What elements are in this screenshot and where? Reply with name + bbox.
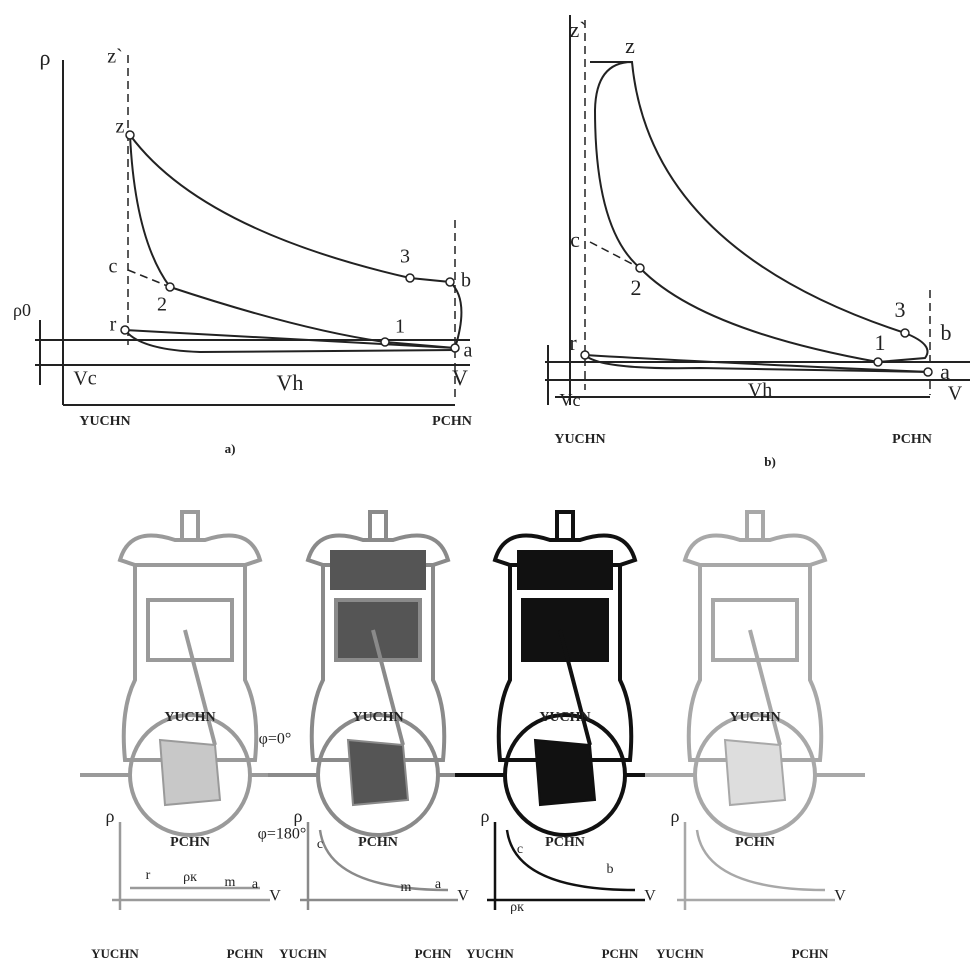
label: 1 bbox=[395, 316, 405, 338]
cylinder bbox=[689, 565, 822, 760]
label: ρ bbox=[106, 806, 115, 826]
label: 3 bbox=[400, 246, 410, 268]
label: 2 bbox=[631, 275, 642, 300]
label: PCHN bbox=[602, 946, 639, 961]
label: PCHN bbox=[892, 432, 932, 447]
crank bbox=[348, 740, 408, 805]
label: YUCHN bbox=[164, 710, 215, 725]
label: z` bbox=[107, 46, 123, 68]
engine bbox=[455, 512, 675, 835]
label: a bbox=[435, 877, 442, 892]
label: ρ0 bbox=[13, 300, 31, 320]
engine bbox=[645, 512, 865, 835]
cylinder bbox=[499, 565, 632, 760]
label: b bbox=[607, 862, 614, 877]
diagram-a bbox=[35, 55, 470, 405]
label: ρк bbox=[510, 900, 524, 915]
label: PCHN bbox=[432, 414, 472, 429]
label: c bbox=[109, 256, 118, 278]
label: YUCHN bbox=[79, 414, 130, 429]
label: YUCHN bbox=[656, 946, 704, 961]
label: Vc bbox=[560, 390, 581, 410]
label: V bbox=[269, 888, 281, 905]
label: PCHN bbox=[358, 835, 398, 850]
label: V bbox=[834, 888, 846, 905]
label: a) bbox=[225, 441, 236, 456]
label: r bbox=[569, 330, 577, 355]
label: m bbox=[225, 875, 236, 890]
label: z bbox=[116, 116, 125, 138]
valve-stem bbox=[182, 512, 198, 540]
engine bbox=[80, 512, 300, 835]
label: YUCHN bbox=[279, 946, 327, 961]
label: a bbox=[940, 359, 950, 384]
label: 1 bbox=[875, 330, 886, 355]
label: ρ bbox=[294, 806, 303, 826]
engine bbox=[268, 512, 488, 835]
label: b bbox=[461, 270, 471, 292]
label: φ=180° bbox=[258, 826, 307, 843]
cylinder bbox=[312, 565, 445, 760]
label: PCHN bbox=[170, 835, 210, 850]
label: Vh bbox=[277, 370, 304, 395]
label: PCHN bbox=[792, 946, 829, 961]
label: a bbox=[252, 877, 259, 892]
label: YUCHN bbox=[729, 710, 780, 725]
label: V bbox=[644, 888, 656, 905]
label: m bbox=[401, 880, 412, 895]
valve-stem bbox=[370, 512, 386, 540]
label: YUCHN bbox=[466, 946, 514, 961]
cylinder-head bbox=[685, 536, 825, 566]
cylinder bbox=[124, 565, 257, 760]
label: r bbox=[110, 314, 117, 336]
charge bbox=[330, 550, 426, 590]
label: ρк bbox=[183, 870, 197, 885]
label: PCHN bbox=[415, 946, 452, 961]
label: r bbox=[146, 868, 151, 883]
label: b) bbox=[764, 454, 776, 469]
charge bbox=[517, 550, 613, 590]
diagram-b bbox=[545, 15, 970, 405]
crank bbox=[535, 740, 595, 805]
label: YUCHN bbox=[554, 432, 605, 447]
valve-stem bbox=[747, 512, 763, 540]
label: c bbox=[570, 227, 580, 252]
label: PCHN bbox=[545, 835, 585, 850]
label: V bbox=[948, 383, 963, 405]
label: PCHN bbox=[735, 835, 775, 850]
label: YUCHN bbox=[352, 710, 403, 725]
label: Vc bbox=[73, 368, 96, 390]
label: c bbox=[317, 837, 323, 852]
label: a bbox=[464, 340, 473, 362]
label: z` bbox=[569, 17, 586, 42]
label: ρ bbox=[671, 806, 680, 826]
label: φ=0° bbox=[259, 731, 292, 748]
crank bbox=[160, 740, 220, 805]
label: YUCHN bbox=[539, 710, 590, 725]
valve-stem bbox=[557, 512, 573, 540]
label: Vh bbox=[748, 380, 772, 402]
label: PCHN bbox=[227, 946, 264, 961]
figure: ρVρ0VcVhYUCHNPCHNa)z`zc23b1raVVcVhYUCHNP… bbox=[0, 0, 974, 971]
label: 3 bbox=[895, 297, 906, 322]
crank bbox=[725, 740, 785, 805]
label: z bbox=[625, 33, 635, 58]
label: b bbox=[941, 320, 952, 345]
label: V bbox=[452, 365, 468, 390]
label: ρ bbox=[481, 806, 490, 826]
label: ρ bbox=[40, 45, 51, 70]
label: 2 bbox=[157, 294, 167, 316]
cylinder-head bbox=[120, 536, 260, 566]
label: V bbox=[457, 888, 469, 905]
label: YUCHN bbox=[91, 946, 139, 961]
label: c bbox=[517, 842, 523, 857]
